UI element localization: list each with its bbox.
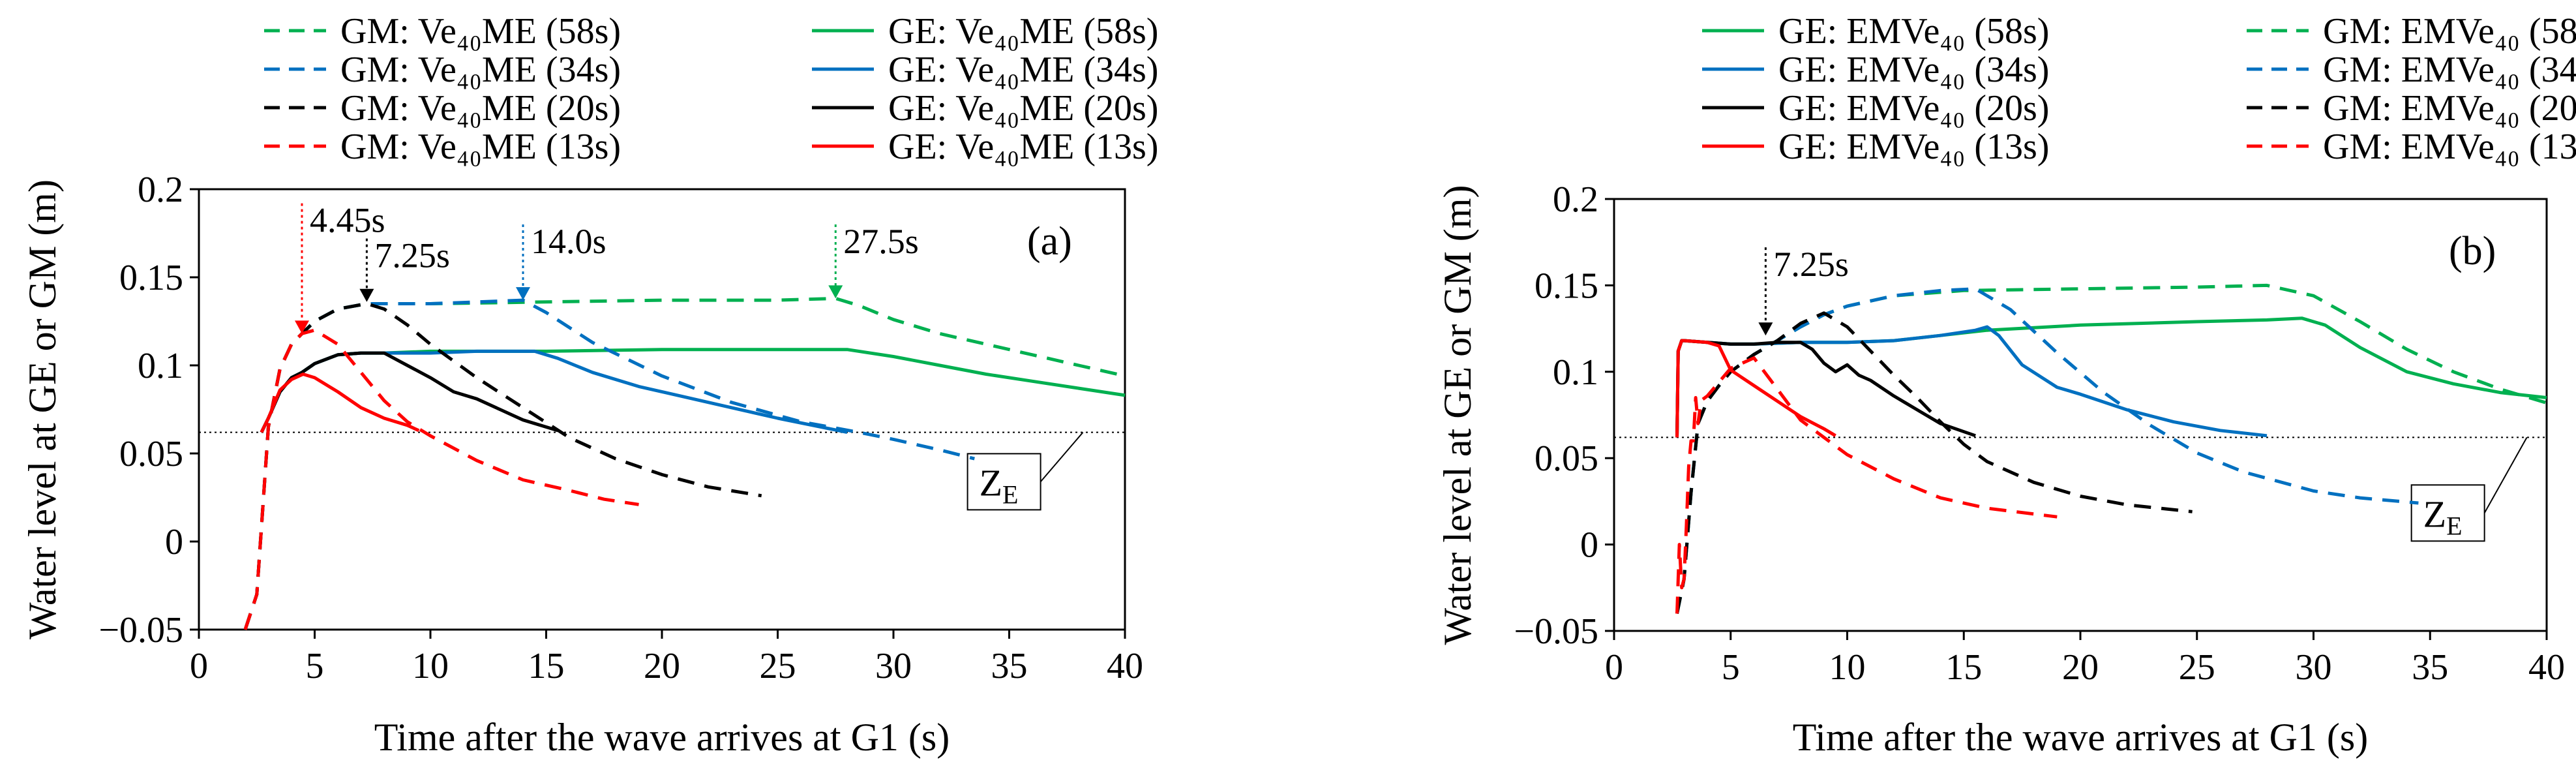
- legend-label-ge58: GE: Ve₄₀ME (58s): [888, 11, 1158, 52]
- y-tick-label: 0: [165, 522, 183, 562]
- x-tick-label: 30: [2296, 647, 2332, 688]
- panel-label: (b): [2449, 229, 2496, 273]
- legend-label-ge13: GE: Ve₄₀ME (13s): [888, 127, 1158, 167]
- y-axis-title: Water level at GE or GM (m): [1436, 185, 1479, 645]
- panel-a: 0 5 10 15 20 25 30 35 40−0.0500.050.10.150.2Time…: [21, 11, 1158, 759]
- legend-label-gm13: GM: Ve₄₀ME (13s): [340, 127, 621, 167]
- legend-label-gm34: GM: EMVe₄₀ (34s): [2323, 50, 2576, 90]
- x-tick-label: 10: [1829, 647, 1866, 688]
- annotation-arrowhead: [1758, 322, 1773, 336]
- x-tick-label: 5: [306, 646, 324, 686]
- x-tick-label: 0: [190, 646, 208, 686]
- y-tick-label: 0.05: [1535, 438, 1598, 479]
- series-line-gm34: [243, 298, 975, 630]
- x-tick-label: 10: [412, 646, 449, 686]
- reference-label-box: [2410, 484, 2485, 542]
- annotation-arrowhead: [294, 320, 309, 334]
- y-tick-label: 0.15: [1535, 266, 1598, 306]
- x-tick-label: 25: [760, 646, 796, 686]
- x-tick-label: 35: [2412, 647, 2448, 688]
- annotation-arrowhead: [828, 285, 843, 299]
- legend-label-ge34: GE: EMVe₄₀ (34s): [1778, 50, 2049, 90]
- reference-label-leader: [2483, 436, 2528, 513]
- x-tick-label: 35: [991, 646, 1028, 686]
- legend-label-ge34: GE: Ve₄₀ME (34s): [888, 50, 1158, 90]
- plot-frame: [1613, 198, 2548, 632]
- series-line-gm20: [243, 302, 762, 630]
- legend-label-gm13: GM: EMVe₄₀ (13s): [2323, 127, 2576, 167]
- reference-label-leader: [1040, 431, 1084, 483]
- legend-label-ge13: GE: EMVe₄₀ (13s): [1778, 127, 2049, 167]
- series-line-gm58: [243, 296, 1126, 630]
- x-tick-label: 15: [528, 646, 565, 686]
- annotation-label: 7.25s: [1773, 245, 1849, 284]
- reference-label: ZE: [2423, 493, 2463, 540]
- panel-label: (a): [1027, 219, 1072, 264]
- annotation-arrowhead: [516, 287, 530, 301]
- x-tick-label: 5: [1722, 647, 1740, 688]
- reference-label: ZE: [980, 461, 1019, 509]
- series-line-gm34: [1675, 287, 2419, 615]
- x-tick-label: 20: [2062, 647, 2099, 688]
- legend-label-gm20: GM: EMVe₄₀ (20s): [2323, 88, 2576, 129]
- y-axis-title: Water level at GE or GM (m): [21, 179, 64, 639]
- y-tick-label: 0.15: [119, 258, 183, 298]
- annotation-label: 7.25s: [374, 236, 450, 275]
- legend-label-gm34: GM: Ve₄₀ME (34s): [340, 50, 621, 90]
- y-tick-label: 0.1: [138, 346, 183, 386]
- series-line-gm13: [243, 328, 639, 630]
- legend-label-ge20: GE: Ve₄₀ME (20s): [888, 88, 1158, 129]
- y-tick-label: 0.2: [1553, 179, 1598, 220]
- y-tick-label: −0.05: [98, 610, 183, 650]
- x-tick-label: 40: [2528, 647, 2565, 688]
- x-tick-label: 20: [644, 646, 680, 686]
- x-tick-label: 30: [875, 646, 912, 686]
- series-line-ge13: [1675, 339, 1836, 438]
- series-line-ge13: [260, 373, 420, 433]
- x-axis-title: Time after the wave arrives at G1 (s): [374, 716, 950, 759]
- annotation-arrowhead: [359, 288, 374, 302]
- series-line-ge34: [260, 349, 848, 435]
- series-line-ge20: [260, 351, 559, 433]
- legend-label-ge58: GE: EMVe₄₀ (58s): [1778, 11, 2049, 52]
- x-axis-title: Time after the wave arrives at G1 (s): [1793, 716, 2368, 759]
- y-tick-label: 0.2: [138, 170, 183, 210]
- series-line-gm58: [1675, 283, 2547, 615]
- annotation-label: 14.0s: [531, 222, 607, 261]
- legend-label-gm58: GM: EMVe₄₀ (58s): [2323, 11, 2576, 52]
- series-line-gm20: [1675, 311, 2193, 615]
- annotation-label: 4.45s: [310, 201, 385, 240]
- panel-b: 0 5 10 15 20 25 30 35 40−0.0500.050.10.150.2Time…: [1436, 11, 2576, 759]
- x-tick-label: 25: [2179, 647, 2215, 688]
- legend-label-gm20: GM: Ve₄₀ME (20s): [340, 88, 621, 129]
- reference-label-box: [966, 453, 1041, 511]
- series-line-gm13: [1675, 356, 2058, 614]
- annotation-label: 27.5s: [843, 222, 919, 261]
- y-tick-label: 0.1: [1553, 352, 1598, 393]
- y-tick-label: 0: [1580, 525, 1598, 566]
- legend-label-ge20: GE: EMVe₄₀ (20s): [1778, 88, 2049, 129]
- x-tick-label: 15: [1945, 647, 1982, 688]
- x-tick-label: 0: [1605, 647, 1623, 688]
- x-tick-label: 40: [1107, 646, 1143, 686]
- y-tick-label: 0.05: [119, 434, 183, 474]
- y-tick-label: −0.05: [1514, 611, 1598, 652]
- plot-frame: [198, 188, 1126, 631]
- legend-label-gm58: GM: Ve₄₀ME (58s): [340, 11, 621, 52]
